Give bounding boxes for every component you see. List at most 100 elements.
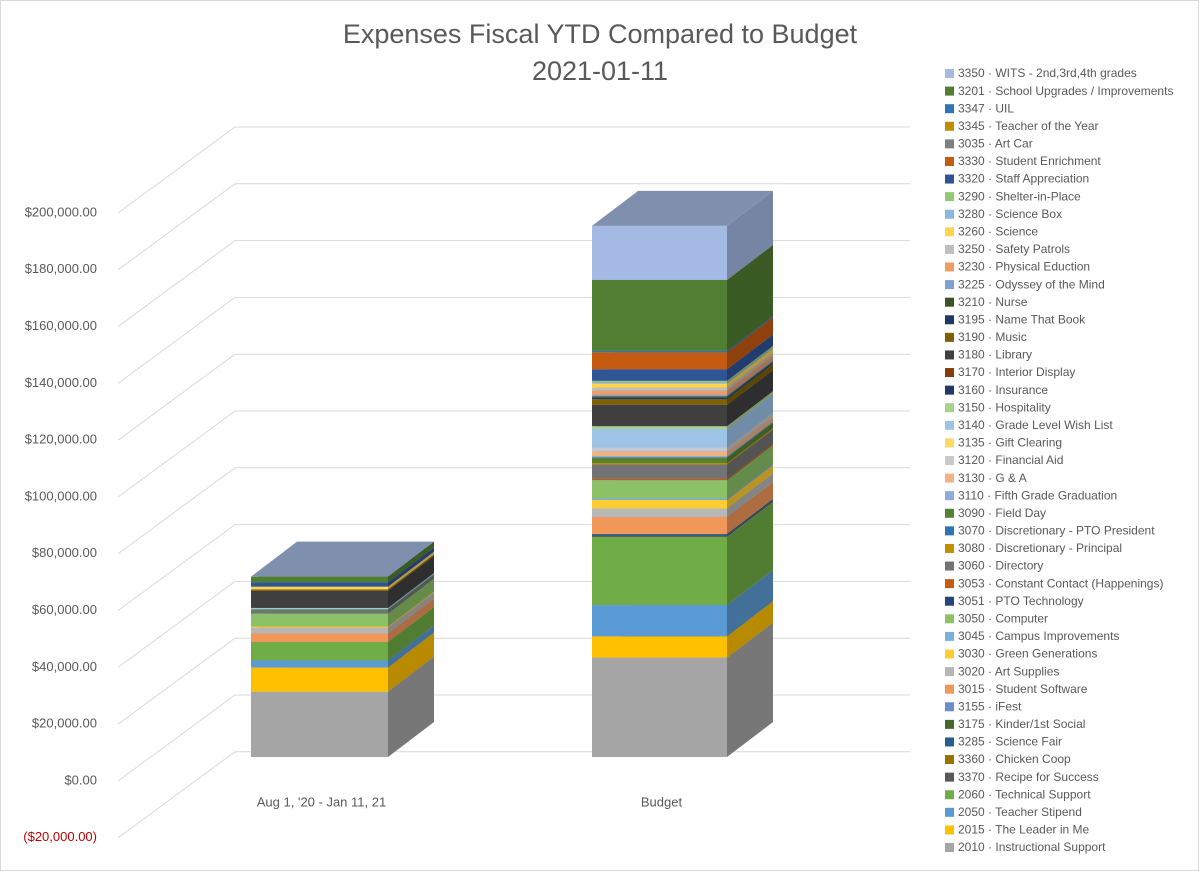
bar-side: [388, 598, 434, 642]
bar-segment: [251, 610, 388, 614]
legend-label: 3201 · School Upgrades / Improvements: [958, 84, 1173, 98]
y-tick-label: $120,000.00: [25, 432, 97, 447]
bar-side: [727, 428, 773, 465]
y-tick-label: $0.00: [64, 772, 97, 787]
legend-swatch: [945, 104, 954, 114]
bar-segment: [592, 451, 727, 456]
bar-side: [727, 190, 773, 280]
bar-side: [727, 570, 773, 637]
bar-segment: [592, 387, 727, 391]
bar-segment: [592, 463, 727, 465]
legend-label: 3330 · Student Enrichment: [958, 154, 1101, 168]
bar-segment: [251, 576, 388, 583]
grid-line: [117, 240, 236, 328]
legend-swatch: [945, 596, 954, 606]
legend-label: 3280 · Science Box: [958, 207, 1062, 221]
y-tick-label: $140,000.00: [25, 375, 97, 390]
bar-segment: [592, 279, 727, 351]
legend-swatch: [945, 719, 954, 729]
legend-label: 3150 · Hospitality: [958, 400, 1051, 414]
bar-side: [727, 416, 773, 456]
bar-segment: [592, 636, 727, 658]
legend-label: 3260 · Science: [958, 224, 1038, 238]
legend-label: 3050 · Computer: [958, 611, 1048, 625]
legend-swatch: [945, 702, 954, 712]
y-tick-label: $20,000.00: [32, 716, 97, 731]
legend-label: 3160 · Insurance: [958, 383, 1048, 397]
legend-swatch: [945, 297, 954, 307]
bar-segment: [592, 464, 727, 479]
legend-swatch: [945, 684, 954, 694]
legend-swatch: [945, 156, 954, 166]
legend-label: 3060 · Directory: [958, 559, 1043, 573]
bar-segment: [251, 613, 388, 627]
grid-line: [117, 410, 236, 498]
legend-label: 3170 · Interior Display: [958, 365, 1075, 379]
legend-swatch: [945, 139, 954, 149]
bar-segment: [592, 480, 727, 499]
bar-side: [388, 625, 434, 668]
y-tick-label: $180,000.00: [25, 261, 97, 276]
legend-swatch: [945, 491, 954, 501]
bar-segment: [592, 426, 727, 429]
bar-segment: [592, 455, 727, 458]
legend-swatch: [945, 174, 954, 184]
bar-segment: [592, 447, 727, 452]
bar-side: [727, 482, 773, 535]
legend-label: 3140 · Grade Level Wish List: [958, 418, 1113, 432]
legend-label: 3053 · Constant Contact (Happenings): [958, 576, 1163, 590]
legend-swatch: [945, 649, 954, 659]
legend-label: 3080 · Discretionary - Principal: [958, 541, 1122, 555]
bar-segment: [592, 478, 727, 481]
legend-label: 2010 · Instructional Support: [958, 840, 1106, 854]
legend-label: 3320 · Staff Appreciation: [958, 172, 1089, 186]
legend-swatch: [945, 561, 954, 571]
bar-side: [388, 541, 434, 583]
legend-label: 3360 · Chicken Coop: [958, 752, 1071, 766]
legend-label: 3110 · Fifth Grade Graduation: [958, 488, 1117, 502]
bar-segment: [592, 498, 727, 500]
legend-label: 3120 · Financial Aid: [958, 453, 1063, 467]
y-tick-label: $80,000.00: [32, 545, 97, 560]
legend-swatch: [945, 790, 954, 800]
legend-swatch: [945, 631, 954, 641]
x-tick-label: Aug 1, '20 - Jan 11, 21: [257, 794, 386, 809]
legend-label: 3155 · iFest: [958, 699, 1022, 713]
legend-swatch: [945, 332, 954, 342]
bar-segment: [251, 667, 388, 692]
bar-segment: [251, 691, 388, 757]
bar-side: [388, 572, 434, 610]
legend-label: 3290 · Shelter-in-Place: [958, 189, 1081, 203]
bar-side: [727, 463, 773, 500]
bar-segment: [251, 627, 388, 634]
bar-side: [727, 364, 773, 405]
bar-top: [251, 541, 434, 577]
legend-swatch: [945, 755, 954, 765]
legend-label: 3045 · Campus Improvements: [958, 629, 1119, 643]
bar-segment: [592, 396, 727, 398]
legend-swatch: [945, 69, 954, 78]
legend-swatch: [945, 227, 954, 237]
x-tick-label: Budget: [641, 794, 683, 809]
grid-line: [117, 353, 236, 441]
grid-line: [117, 637, 236, 725]
legend-label: 3015 · Student Software: [958, 682, 1088, 696]
bar-side: [388, 547, 434, 587]
grid-line: [117, 580, 236, 668]
legend-label: 3370 · Recipe for Success: [958, 770, 1099, 784]
grid-line: [117, 126, 236, 214]
bar-side: [388, 555, 434, 608]
y-tick-label: $60,000.00: [32, 602, 97, 617]
bar-side: [727, 352, 773, 391]
legend-label: 3230 · Physical Eduction: [958, 260, 1090, 274]
bar-segment: [251, 582, 388, 587]
legend-swatch: [945, 473, 954, 483]
legend-label: 3250 · Safety Patrols: [958, 242, 1070, 256]
bar-side: [727, 317, 773, 370]
legend-label: 3135 · Gift Clearing: [958, 436, 1062, 450]
bar-segment: [592, 404, 727, 427]
grid-line: [117, 467, 236, 555]
bar-side: [388, 578, 434, 627]
chart-title: Expenses Fiscal YTD Compared to Budget: [343, 19, 858, 49]
bar-segment: [592, 394, 727, 397]
